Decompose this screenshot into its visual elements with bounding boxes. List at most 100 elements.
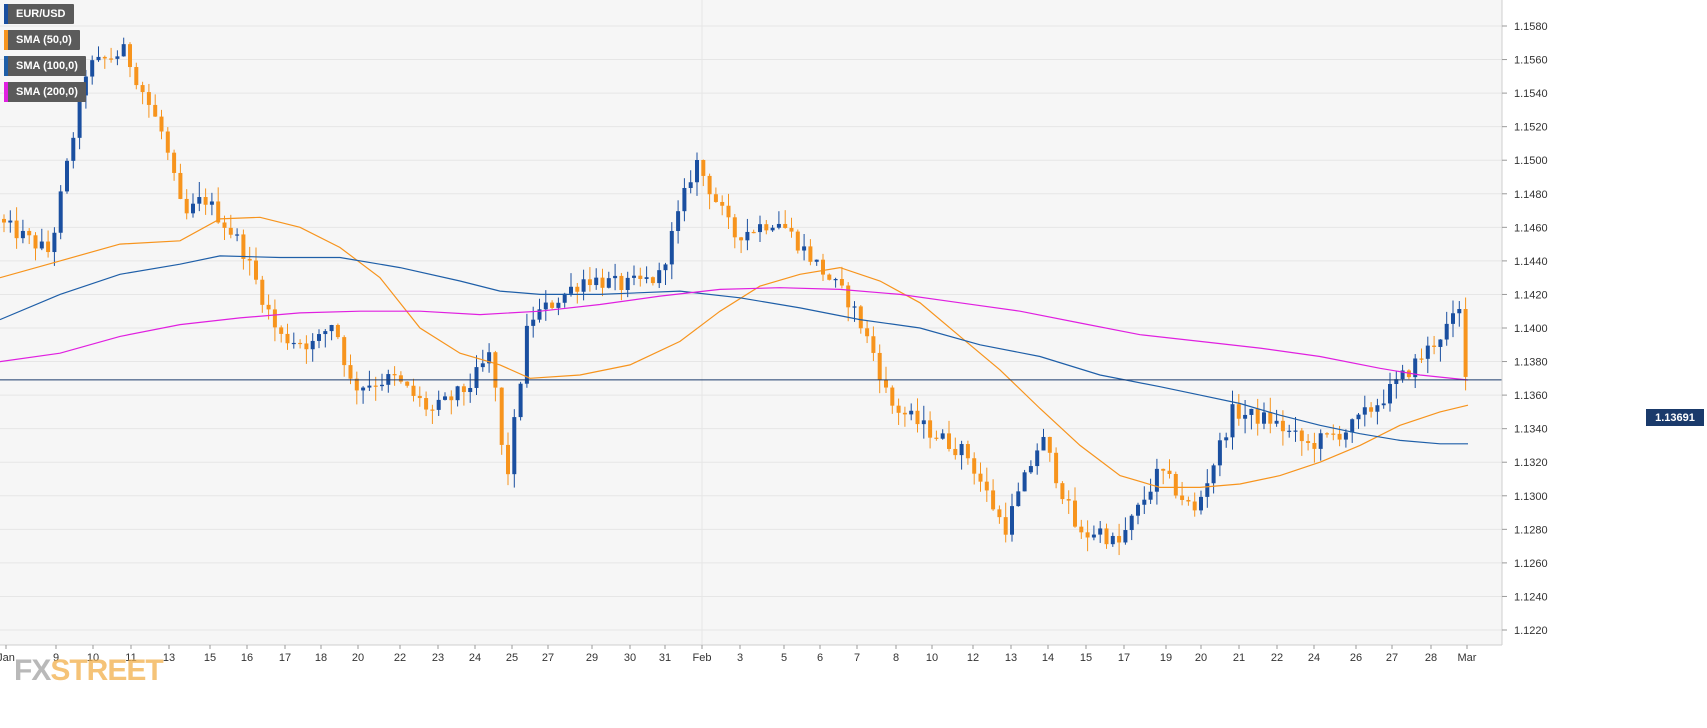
candle-body [1173,474,1178,496]
candle-body [1079,526,1084,533]
candle-body [436,399,441,410]
candle-body [1180,495,1185,500]
moving-averages [0,216,1469,488]
y-tick-label: 1.1380 [1514,357,1548,369]
legend-item-sma50[interactable]: SMA (50,0) [4,30,80,50]
candle-body [209,201,214,205]
x-tick-label: 24 [469,652,481,664]
candle-body [695,159,699,183]
x-tick-label: 11 [125,652,136,664]
candle-body [46,241,51,253]
candle-body [657,270,662,284]
candle-body [965,444,970,459]
y-axis: 1.1580 1.1560 1.1540 1.1520 1.1500 1.1480 1.14… [1501,0,1548,645]
candle-body [512,417,517,475]
candle-body [361,387,366,391]
x-tick-label: 22 [394,652,406,664]
candle-body [90,60,95,77]
candle-body [543,302,548,310]
candle-body [184,198,189,214]
legend-item-sma100[interactable]: SMA (100,0) [4,56,86,76]
candle-body [581,279,586,292]
candle-body [884,379,888,388]
candle-body [373,385,378,387]
legend-item-eurusd[interactable]: EUR/USD [4,4,74,24]
candle-body [537,309,542,320]
candle-body [52,232,57,253]
candle-body [959,444,964,456]
candle-body [1312,442,1317,449]
candle-body [940,433,945,439]
candle-body [1104,528,1109,545]
candle-body [443,396,447,400]
candle-body [272,309,277,328]
candle-body [405,381,410,386]
candle-body [638,275,643,279]
candle-body [871,336,876,353]
candle-body [1161,468,1166,471]
candle-body [128,44,132,68]
candle-body [1400,370,1405,380]
x-tick-label: Mar [1458,652,1477,664]
legend-item-sma200[interactable]: SMA (200,0) [4,82,86,102]
candle-body [1318,433,1323,449]
candle-body [821,259,825,275]
candle-body [1167,470,1172,475]
candle-body [134,67,139,86]
candle-body [222,222,227,228]
y-tick-label: 1.1560 [1514,55,1548,67]
x-tick-label: 17 [1118,652,1130,664]
candle-body [335,324,340,338]
candle-body [732,217,737,238]
sma-100-line [0,255,1468,445]
x-tick-label: 22 [1271,652,1283,664]
candle-body [1280,420,1285,432]
candle-body [14,220,19,239]
candle-body [109,58,114,60]
y-tick-label: 1.1260 [1514,558,1548,570]
candle-body [1350,419,1355,433]
x-tick-label: 3 [737,652,743,664]
candle-body [1236,404,1241,419]
candle-body [827,274,832,280]
candle-body [348,365,353,379]
candle-body [1016,491,1021,507]
candle-body [449,396,454,401]
candle-body [1293,430,1298,432]
candle-body [1406,370,1411,378]
candle-body [606,278,611,288]
x-tick-label: 29 [586,652,598,664]
y-tick-label: 1.1220 [1514,625,1548,637]
candle-body [1438,339,1443,347]
candle-body [947,433,951,449]
candle-body [266,304,271,310]
x-tick-label: 13 [163,652,175,664]
candle-body [524,325,529,384]
legend: EUR/USD SMA (50,0) SMA (100,0) SMA (200,… [4,4,86,102]
candle-body [461,386,466,393]
candle-body [877,352,882,380]
candle-body [858,306,863,329]
candle-body [531,319,536,326]
candle-body [846,285,851,308]
y-tick-label: 1.1420 [1514,289,1548,301]
candle-body [1425,345,1430,359]
x-tick-label: 24 [1308,652,1320,664]
x-tick-label: 8 [893,652,899,664]
y-tick-label: 1.1240 [1514,591,1548,603]
candle-body [197,197,202,204]
candle-body [1129,515,1134,531]
candle-body [455,386,460,401]
candle-body [1192,501,1197,511]
x-tick-label: 15 [1080,652,1092,664]
candle-body [102,56,107,59]
candle-body [1274,420,1279,424]
x-tick-label: 15 [204,652,216,664]
candle-body [1224,437,1229,441]
candle-body [260,279,265,305]
candle-body [1444,323,1449,340]
candle-body [1432,345,1437,347]
candle-body [1394,379,1399,384]
candle-body [20,230,25,239]
